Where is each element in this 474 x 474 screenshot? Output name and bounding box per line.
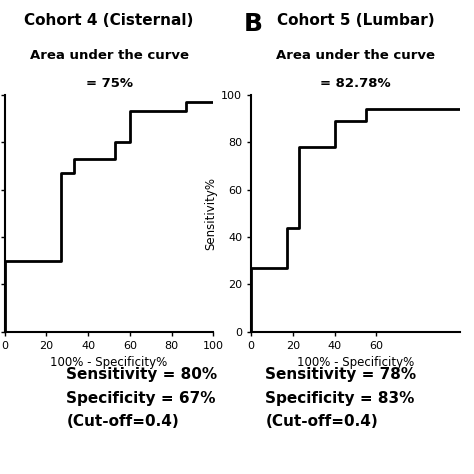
Text: Sensitivity = 80%
Specificity = 67%
(Cut-off=0.4): Sensitivity = 80% Specificity = 67% (Cut… [66, 367, 218, 429]
Text: = 75%: = 75% [85, 77, 133, 90]
X-axis label: 100% - Specificity%: 100% - Specificity% [50, 356, 168, 369]
Y-axis label: Sensitivity%: Sensitivity% [204, 177, 217, 250]
Text: Area under the curve: Area under the curve [29, 49, 189, 62]
Text: Cohort 4 (Cisternal): Cohort 4 (Cisternal) [24, 13, 194, 28]
Text: = 82.78%: = 82.78% [320, 77, 391, 90]
Text: Sensitivity = 78%
Specificity = 83%
(Cut-off=0.4): Sensitivity = 78% Specificity = 83% (Cut… [265, 367, 417, 429]
X-axis label: 100% - Specificity%: 100% - Specificity% [297, 356, 414, 369]
Text: Cohort 5 (Lumbar): Cohort 5 (Lumbar) [277, 13, 434, 28]
Text: Area under the curve: Area under the curve [276, 49, 435, 62]
Text: B: B [244, 12, 263, 36]
